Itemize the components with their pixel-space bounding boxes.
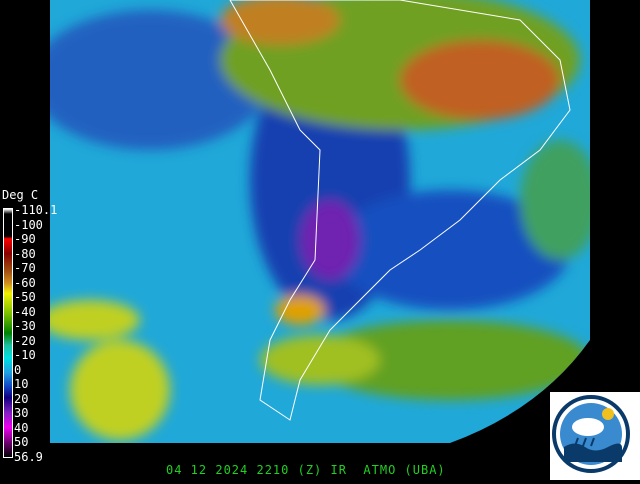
colorbar-label: 40	[14, 420, 29, 435]
colorbar-label: 10	[14, 377, 29, 391]
colorbar-label: 0	[14, 362, 22, 377]
colorbar-label: -80	[14, 246, 36, 261]
colorbar-label: -60	[14, 275, 36, 290]
colorbar-label: 50	[14, 435, 29, 449]
colorbar-label: -30	[14, 319, 36, 333]
colorbar-label: 20	[14, 391, 29, 406]
colorbar-label: -110.1	[14, 203, 58, 217]
colorbar-label: 30	[14, 406, 29, 420]
image-caption: 04 12 2024 2210 (Z) IR ATMO (UBA)	[166, 463, 446, 477]
temperature-colorbar	[3, 208, 13, 458]
legend-title: Deg C	[2, 188, 39, 202]
colorbar-label: -10	[14, 348, 36, 362]
colorbar-label: -20	[14, 333, 36, 348]
colorbar-label: -70	[14, 261, 36, 275]
colorbar-label: -90	[14, 232, 36, 246]
colorbar-label: -100	[14, 217, 43, 232]
atmo-logo	[550, 392, 640, 480]
colorbar-label: -50	[14, 290, 36, 304]
colorbar-label: -40	[14, 304, 36, 319]
colorbar-label: 56.9	[14, 449, 43, 464]
